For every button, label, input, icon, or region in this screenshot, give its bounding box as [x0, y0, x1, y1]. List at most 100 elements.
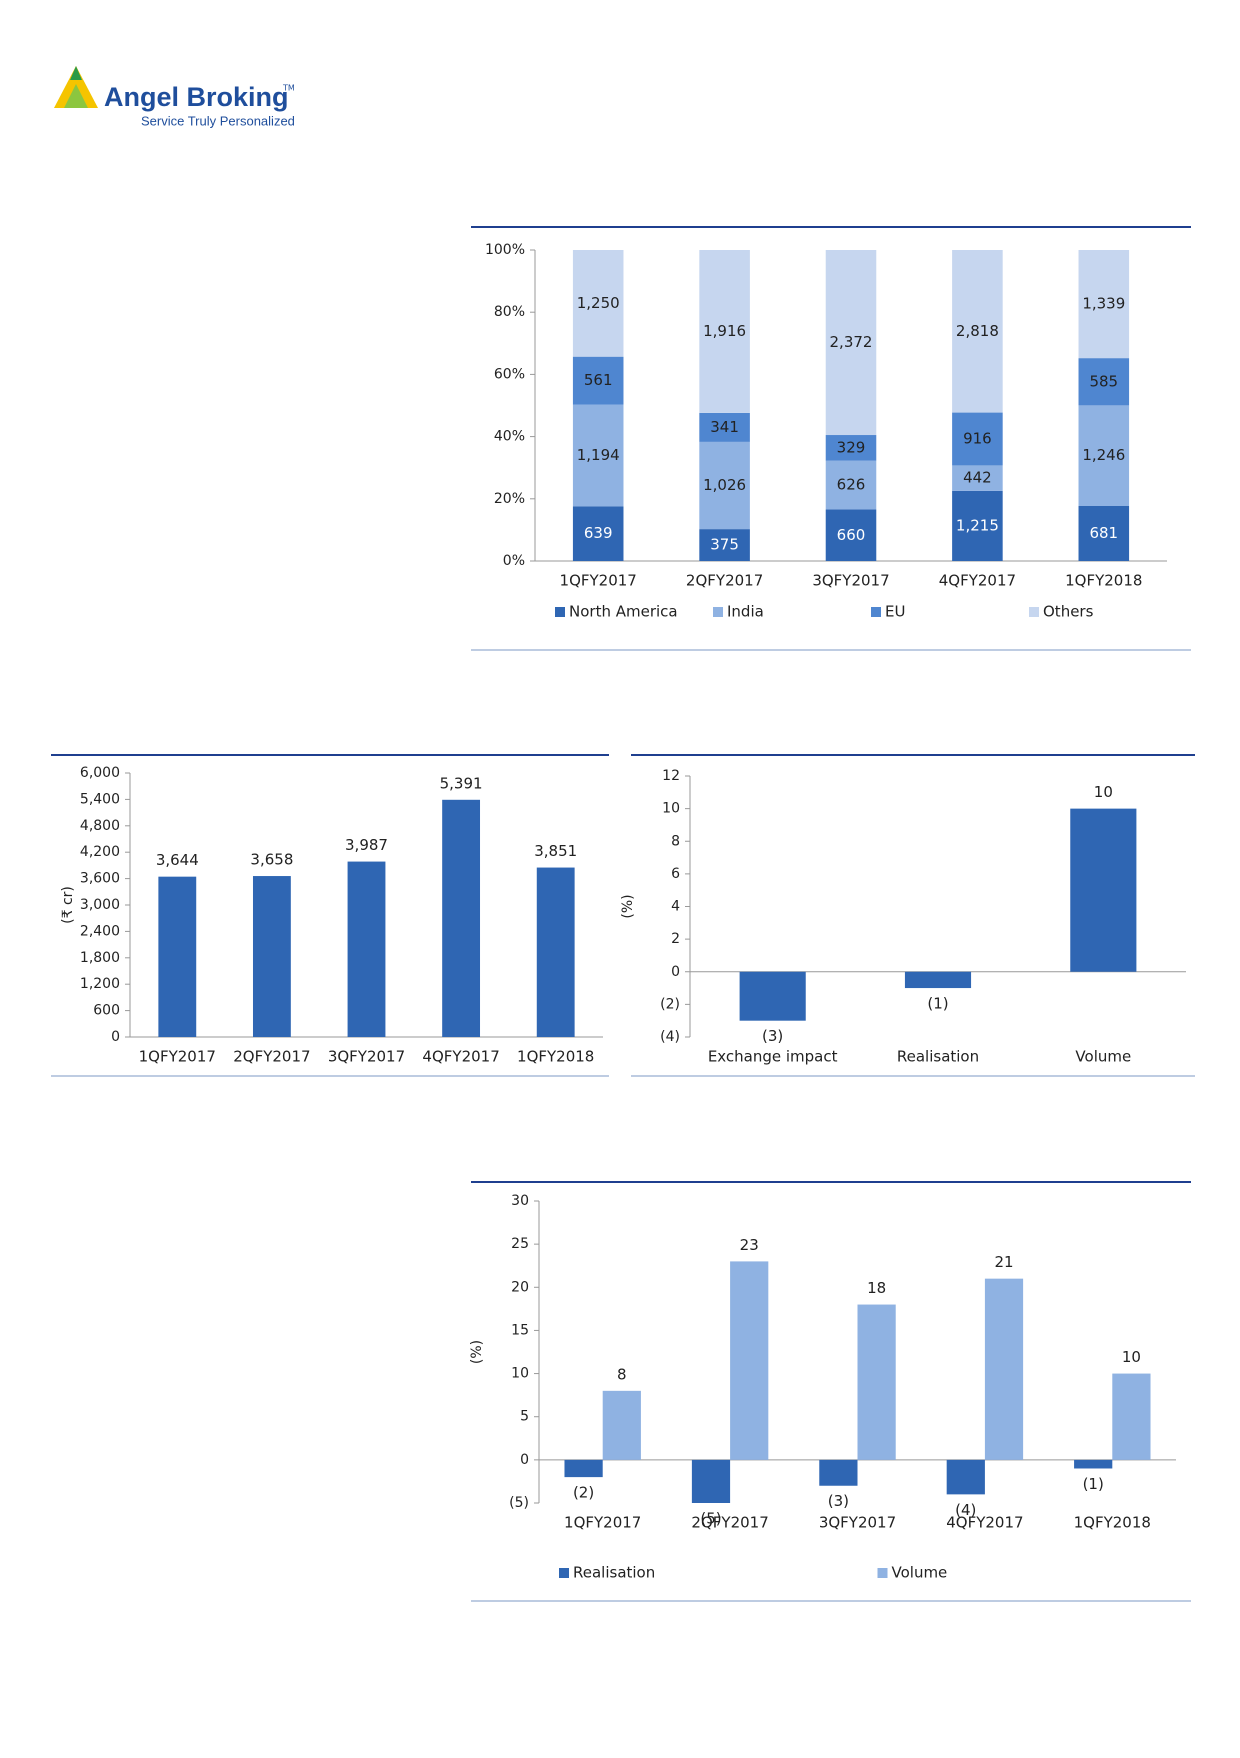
bar — [158, 876, 197, 1037]
bar-segment — [572, 250, 624, 357]
x-tick-label: 4QFY2017 — [422, 1048, 499, 1066]
x-tick-label: 2QFY2017 — [233, 1048, 310, 1066]
x-tick-label: 1QFY2017 — [564, 1514, 641, 1532]
y-tick-label: 0 — [111, 1029, 120, 1045]
bar — [1070, 808, 1137, 972]
bar-segment — [825, 250, 877, 436]
y-axis-label: (%) — [469, 1340, 485, 1364]
data-label: 2,372 — [830, 333, 873, 351]
legend-label: India — [727, 603, 764, 621]
x-tick-label: 3QFY2017 — [328, 1048, 405, 1066]
y-tick-label: (4) — [660, 1029, 680, 1045]
legend-swatch — [1029, 607, 1039, 617]
bar — [602, 1390, 641, 1460]
y-tick-label: 6 — [671, 866, 680, 882]
bar — [984, 1278, 1024, 1460]
data-label: 442 — [963, 469, 992, 487]
data-label: 10 — [1122, 1348, 1141, 1366]
y-tick-label: 60% — [494, 366, 525, 382]
y-tick-label: 0 — [520, 1452, 529, 1468]
legend-label: Realisation — [573, 1564, 655, 1582]
bar-segment — [699, 441, 750, 530]
y-tick-label: 4 — [671, 899, 680, 915]
data-label: (4) — [955, 1501, 976, 1519]
y-axis-label: (%) — [620, 894, 636, 918]
x-tick-label: 1QFY2018 — [517, 1048, 594, 1066]
data-label: 10 — [1094, 783, 1113, 801]
data-label: 23 — [740, 1236, 759, 1254]
y-tick-label: 4,800 — [80, 818, 120, 834]
bar — [1074, 1459, 1113, 1469]
bar — [347, 861, 386, 1037]
data-label: (2) — [573, 1484, 594, 1502]
bar — [252, 876, 291, 1037]
x-tick-label: 2QFY2017 — [691, 1514, 768, 1532]
bar-segment — [952, 465, 1003, 491]
legend-label: EU — [885, 603, 905, 621]
data-label: 1,215 — [956, 516, 999, 534]
data-label: 3,987 — [345, 836, 388, 854]
brand: Angel Broking — [104, 82, 289, 112]
y-tick-label: 4,200 — [80, 844, 120, 860]
bar-segment — [1078, 358, 1130, 406]
y-tick-label: 0% — [503, 553, 525, 569]
bar-segment — [699, 529, 750, 561]
y-tick-label: 10 — [511, 1366, 529, 1382]
y-tick-label: 12 — [662, 768, 680, 784]
y-tick-label: 15 — [511, 1322, 529, 1338]
data-label: (1) — [927, 995, 948, 1013]
y-tick-label: 6,000 — [80, 765, 120, 781]
bar-segment — [825, 509, 877, 561]
y-tick-label: 0 — [671, 964, 680, 980]
y-tick-label: 20% — [494, 491, 525, 507]
bar — [536, 867, 575, 1037]
bar — [739, 971, 806, 1021]
tagline: Service Truly Personalized — [141, 113, 295, 128]
x-tick-label: 1QFY2017 — [560, 572, 637, 590]
y-tick-label: 1,200 — [80, 976, 120, 992]
bar-segment — [1078, 250, 1130, 359]
y-tick-label: 2,400 — [80, 923, 120, 939]
bar-segment — [825, 435, 877, 461]
x-tick-label: 3QFY2017 — [819, 1514, 896, 1532]
data-label: 1,339 — [1082, 295, 1125, 313]
logo-mark — [70, 66, 82, 80]
legend-swatch — [877, 1568, 888, 1578]
data-label: 3,851 — [534, 842, 577, 860]
bar-segment — [572, 356, 624, 405]
y-tick-label: (5) — [509, 1495, 529, 1511]
data-label: (1) — [1083, 1475, 1104, 1493]
y-tick-label: 600 — [93, 1003, 120, 1019]
logo: Angel Broking TM Service Truly Personali… — [54, 66, 295, 128]
data-label: 341 — [710, 418, 739, 436]
data-label: 1,194 — [577, 446, 620, 464]
bar-segment — [699, 250, 750, 413]
x-tick-label: 4QFY2017 — [939, 572, 1016, 590]
data-label: 561 — [584, 371, 613, 389]
data-label: 5,391 — [440, 774, 483, 792]
y-tick-label: 20 — [511, 1279, 529, 1295]
data-label: 329 — [837, 438, 866, 456]
legend-label: North America — [569, 603, 678, 621]
bar-segment — [699, 412, 750, 442]
y-tick-label: 5,400 — [80, 791, 120, 807]
x-tick-label: 1QFY2018 — [1074, 1514, 1151, 1532]
data-label: (5) — [700, 1510, 721, 1528]
bar-segment — [952, 412, 1003, 466]
y-tick-label: 5 — [520, 1409, 529, 1425]
data-label: 8 — [617, 1365, 627, 1383]
data-label: 916 — [963, 429, 992, 447]
legend-swatch — [555, 607, 565, 617]
x-tick-label: Exchange impact — [708, 1048, 838, 1066]
data-label: 3,644 — [156, 851, 199, 869]
trademark: TM — [282, 84, 295, 93]
data-label: (3) — [762, 1027, 783, 1045]
bar-segment — [952, 250, 1003, 413]
y-tick-label: 10 — [662, 801, 680, 817]
bar — [904, 971, 972, 989]
bar-segment — [572, 404, 624, 507]
data-label: 3,658 — [250, 851, 293, 869]
legend-swatch — [559, 1568, 569, 1578]
logo-mark — [64, 84, 88, 108]
bar — [857, 1304, 896, 1460]
